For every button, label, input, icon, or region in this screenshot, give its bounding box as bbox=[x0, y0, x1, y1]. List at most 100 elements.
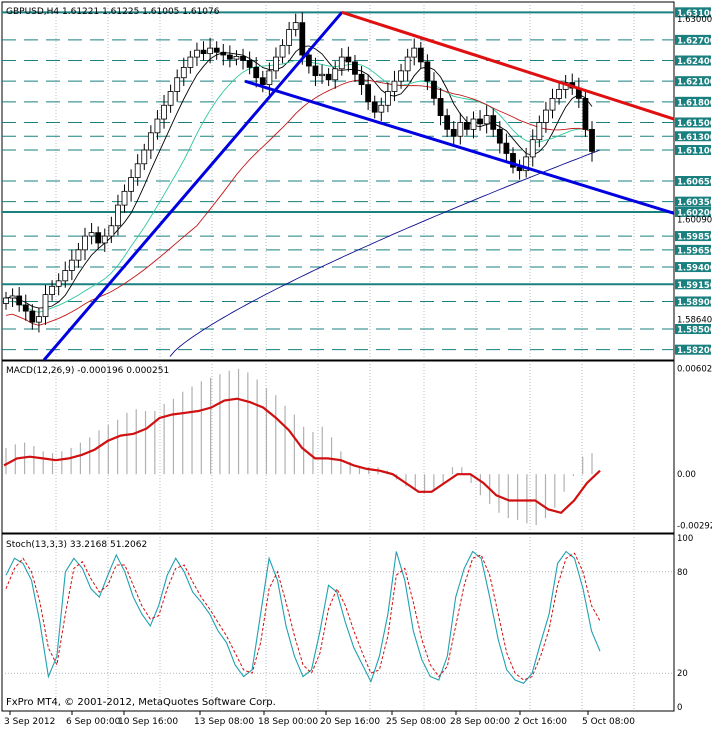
level-tag bbox=[675, 196, 711, 207]
candle-body bbox=[398, 70, 404, 82]
candle-body bbox=[226, 54, 233, 60]
candle-body bbox=[325, 73, 332, 81]
level-label: 1.59150 bbox=[677, 281, 712, 291]
level-label: 1.58200 bbox=[677, 346, 712, 356]
candle-body bbox=[180, 67, 187, 79]
ma-long-line bbox=[169, 149, 601, 357]
price-axis: 1.63100 1.62700 1.62400 1.62100 1.61800 1.615… bbox=[675, 7, 712, 356]
candle-body bbox=[490, 115, 497, 130]
horizontal-levels bbox=[2, 11, 674, 351]
macd-panel bbox=[1, 360, 675, 534]
candle-body bbox=[42, 294, 49, 318]
level-tag bbox=[675, 96, 711, 107]
candle-body bbox=[483, 115, 490, 125]
stoch-tick: 20 bbox=[677, 669, 688, 679]
stoch-label: Stoch(13,3,3) 33.2168 51.2062 bbox=[6, 540, 147, 550]
level-tag bbox=[675, 131, 711, 142]
macd-signal-line bbox=[3, 397, 601, 515]
grid bbox=[55, 2, 635, 711]
candle-body bbox=[161, 104, 167, 120]
candle-body bbox=[3, 297, 9, 304]
level-tag bbox=[675, 262, 711, 273]
symbol-header: GBPUSD,H4 1.61221 1.61225 1.61005 1.6107… bbox=[6, 7, 220, 17]
copyright-text: FxPro MT4, © 2001-2012, MetaQuotes Softw… bbox=[6, 697, 276, 708]
time-label: 3 Sep 2012 bbox=[4, 717, 55, 727]
level-tag bbox=[675, 34, 711, 45]
candle-body bbox=[246, 60, 253, 68]
level-label: 1.58900 bbox=[677, 298, 712, 308]
macd-tick: 0.00 bbox=[677, 470, 696, 480]
candle-body bbox=[523, 156, 530, 172]
stoch-signal-line bbox=[5, 552, 601, 681]
trendline-channel-lower bbox=[244, 79, 675, 215]
candle-body bbox=[589, 128, 595, 152]
level-label: 1.60350 bbox=[677, 198, 712, 208]
level-label: 1.63100 bbox=[677, 9, 712, 19]
level-tag bbox=[675, 231, 711, 242]
time-label: 28 Sep 00:00 bbox=[450, 717, 510, 727]
candle-body bbox=[345, 56, 352, 63]
level-label: 1.59650 bbox=[677, 246, 712, 256]
candle-body bbox=[115, 204, 121, 227]
candle-body bbox=[496, 128, 503, 144]
level-label: 1.61100 bbox=[677, 147, 712, 157]
candle-body bbox=[36, 316, 42, 323]
price-tick: 1.63000 bbox=[677, 15, 712, 25]
price-tick: 1.60090 bbox=[677, 216, 712, 226]
candle-body bbox=[312, 65, 319, 77]
candle-body bbox=[417, 47, 424, 63]
level-tag bbox=[675, 76, 711, 87]
ma-slow-line bbox=[5, 79, 593, 326]
candle-body bbox=[154, 118, 161, 134]
candle-body bbox=[358, 73, 365, 86]
candle-body bbox=[82, 235, 88, 251]
candle-body bbox=[431, 80, 437, 99]
time-label: 5 Oct 08:00 bbox=[582, 717, 635, 727]
level-label: 1.58500 bbox=[677, 326, 712, 336]
level-label: 1.60650 bbox=[677, 178, 712, 188]
candle-body bbox=[141, 149, 148, 165]
candle-body bbox=[549, 97, 556, 111]
candle-body bbox=[259, 77, 266, 86]
macd-tick: 0.00602 bbox=[677, 365, 712, 375]
candle-body bbox=[411, 47, 418, 58]
candle-body bbox=[29, 310, 36, 323]
candle-body bbox=[121, 190, 128, 206]
level-tag bbox=[675, 244, 711, 255]
candle-body bbox=[213, 47, 220, 53]
candle-body bbox=[352, 61, 358, 75]
candle-body bbox=[424, 61, 431, 82]
macd-tick: -0.00292 bbox=[677, 521, 712, 531]
candle-body bbox=[200, 49, 207, 55]
time-label: 6 Sep 00:00 bbox=[66, 717, 121, 727]
candle-body bbox=[68, 259, 75, 271]
trendlines[interactable] bbox=[42, 10, 675, 361]
stoch-main-line bbox=[5, 550, 601, 684]
time-label: 20 Sep 16:00 bbox=[320, 717, 380, 727]
candle-body bbox=[450, 128, 457, 137]
time-label: 13 Sep 08:00 bbox=[194, 717, 254, 727]
stoch-tick: 100 bbox=[677, 534, 693, 544]
candle-body bbox=[457, 122, 464, 137]
level-tag bbox=[675, 117, 711, 128]
candle-body bbox=[378, 104, 385, 113]
level-tag bbox=[675, 7, 711, 18]
candle-body bbox=[463, 122, 470, 130]
candle-body bbox=[233, 55, 240, 60]
candle-body bbox=[503, 142, 510, 154]
candle-body bbox=[536, 122, 543, 141]
candle-body bbox=[16, 295, 23, 306]
level-tag bbox=[675, 344, 711, 355]
candle-body bbox=[88, 232, 95, 237]
candle-body bbox=[95, 232, 102, 244]
candle-body bbox=[477, 118, 483, 125]
candle-body bbox=[174, 77, 181, 92]
candle-body bbox=[49, 285, 55, 295]
candle-body bbox=[101, 235, 108, 244]
level-tag bbox=[675, 296, 711, 307]
candle-body bbox=[266, 70, 273, 86]
candle-body bbox=[62, 270, 69, 282]
candle-body bbox=[556, 89, 562, 99]
